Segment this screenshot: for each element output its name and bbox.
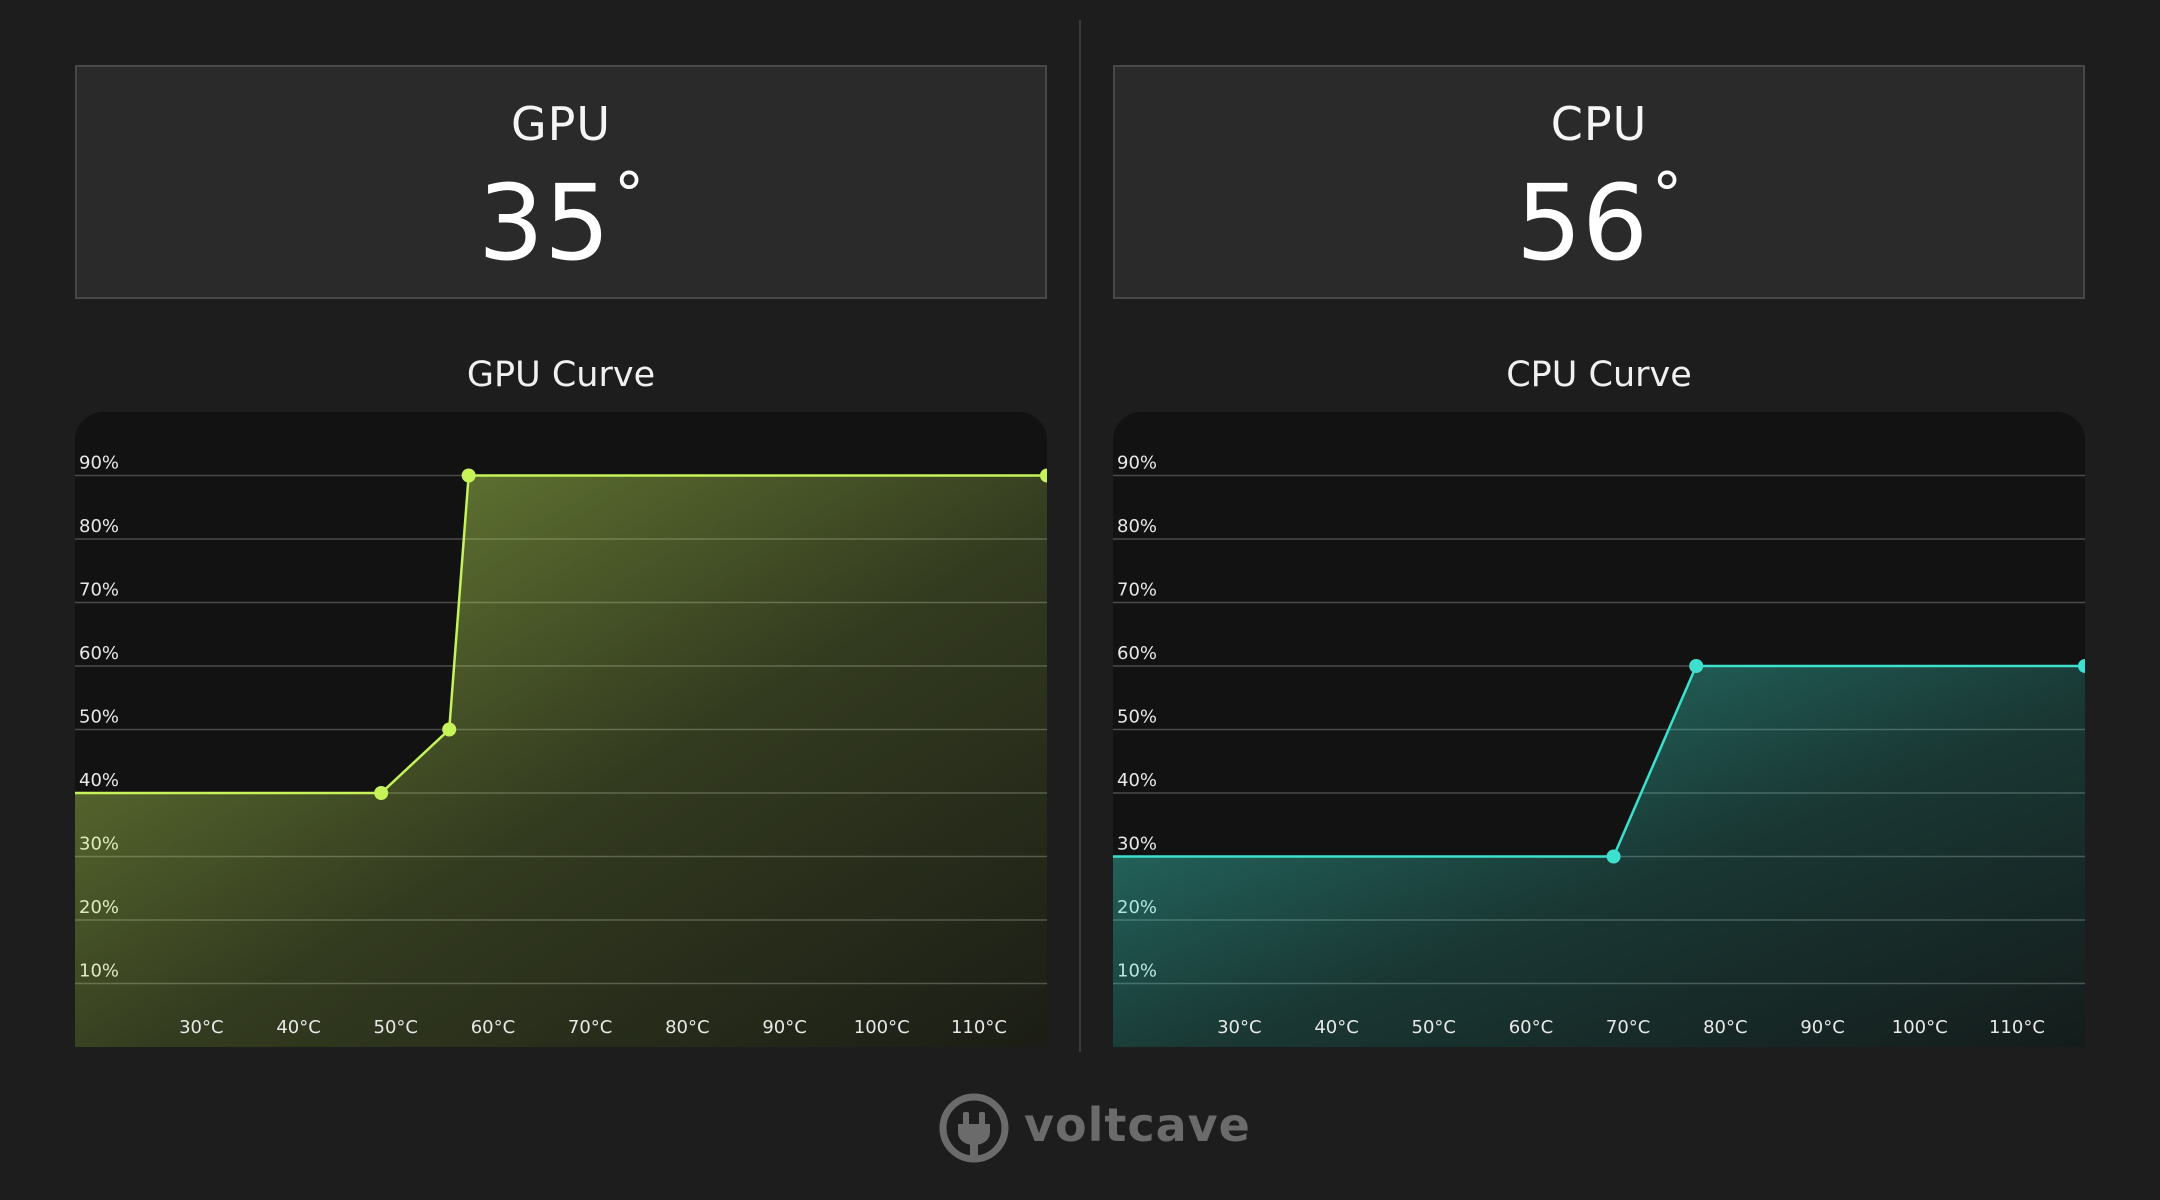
x-tick-label: 60°C (471, 1017, 515, 1038)
y-tick-label: 80% (79, 516, 119, 537)
y-tick-label: 80% (1117, 516, 1157, 537)
gpu-curve-chart[interactable]: 10%20%30%40%50%60%70%80%90%30°C40°C50°C6… (75, 412, 1047, 1047)
x-tick-label: 80°C (1703, 1017, 1747, 1038)
curve-handle[interactable] (1040, 468, 1047, 483)
voltcave-logo: voltcave (938, 1092, 1250, 1164)
brand-name: voltcave (1024, 1098, 1251, 1152)
y-tick-label: 90% (1117, 453, 1157, 474)
x-tick-label: 30°C (1217, 1017, 1261, 1038)
y-tick-label: 30% (1117, 834, 1157, 855)
gpu-temperature-value: 35° (77, 162, 1045, 280)
x-tick-label: 60°C (1509, 1017, 1553, 1038)
degree-symbol: ° (1652, 160, 1683, 230)
x-tick-label: 70°C (568, 1017, 612, 1038)
curve-handle[interactable] (2078, 659, 2085, 673)
x-tick-label: 30°C (179, 1017, 223, 1038)
cpu-curve-chart[interactable]: 10%20%30%40%50%60%70%80%90%30°C40°C50°C6… (1113, 412, 2085, 1047)
y-tick-label: 40% (79, 770, 119, 791)
x-tick-label: 110°C (951, 1017, 1007, 1038)
curve-handle[interactable] (374, 786, 389, 800)
gpu-label: GPU (510, 97, 612, 151)
x-tick-label: 80°C (665, 1017, 709, 1038)
cpu-label: CPU (1550, 97, 1648, 151)
y-tick-label: 50% (79, 707, 119, 728)
curve-handle[interactable] (1689, 659, 1704, 673)
cpu-curve-title: CPU Curve (1506, 355, 1692, 395)
x-tick-label: 100°C (854, 1017, 910, 1038)
gpu-curve-title: GPU Curve (466, 355, 656, 395)
curve-handle[interactable] (1606, 849, 1621, 864)
x-tick-label: 100°C (1892, 1017, 1948, 1038)
gpu-temperature-number: 35 (477, 162, 611, 284)
x-tick-label: 40°C (276, 1017, 320, 1038)
curve-handle[interactable] (442, 722, 457, 737)
plug-icon (939, 1093, 1009, 1163)
gpu-curve-svg[interactable]: 10%20%30%40%50%60%70%80%90%30°C40°C50°C6… (75, 412, 1047, 1047)
y-tick-label: 70% (79, 580, 119, 601)
cpu-temperature-value: 56° (1115, 162, 2083, 280)
degree-symbol: ° (614, 160, 645, 230)
y-tick-label: 70% (1117, 580, 1157, 601)
y-tick-label: 60% (79, 643, 119, 664)
panel-divider (1079, 20, 1081, 1052)
curve-area (75, 475, 1047, 1047)
y-tick-label: 50% (1117, 707, 1157, 728)
x-tick-label: 90°C (762, 1017, 806, 1038)
x-tick-label: 50°C (1412, 1017, 1456, 1038)
x-tick-label: 50°C (374, 1017, 418, 1038)
y-tick-label: 40% (1117, 770, 1157, 791)
x-tick-label: 40°C (1314, 1017, 1358, 1038)
cpu-temperature-number: 56 (1515, 162, 1649, 284)
cpu-temperature-card: CPU 56° (1113, 65, 2085, 299)
x-tick-label: 70°C (1606, 1017, 1650, 1038)
gpu-temperature-card: GPU 35° (75, 65, 1047, 299)
y-tick-label: 90% (79, 453, 119, 474)
curve-handle[interactable] (461, 468, 476, 483)
x-tick-label: 90°C (1800, 1017, 1844, 1038)
y-tick-label: 60% (1117, 643, 1157, 664)
x-tick-label: 110°C (1989, 1017, 2045, 1038)
curve-line (1113, 664, 2085, 858)
cpu-curve-svg[interactable]: 10%20%30%40%50%60%70%80%90%30°C40°C50°C6… (1113, 412, 2085, 1047)
